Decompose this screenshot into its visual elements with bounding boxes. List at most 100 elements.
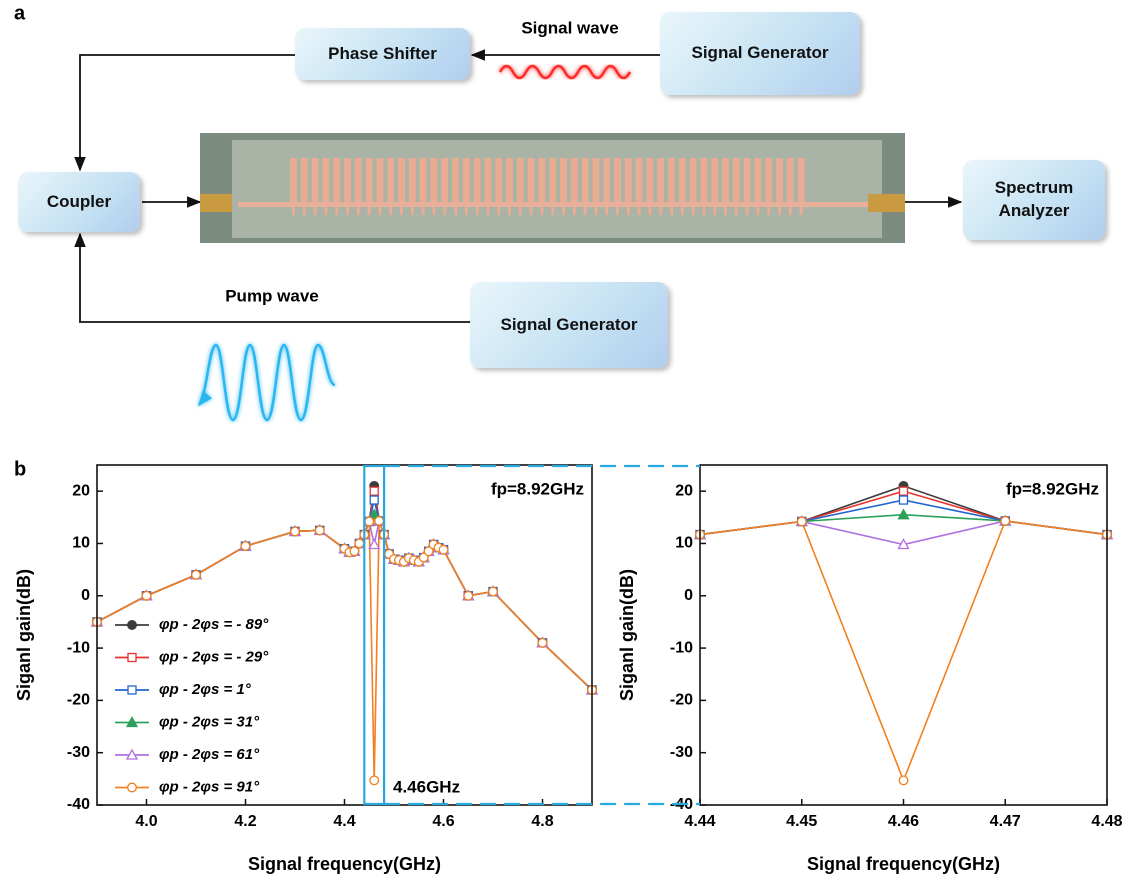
pcb-stub	[614, 158, 621, 202]
marker	[314, 525, 325, 536]
pcb-stub	[378, 207, 382, 215]
pcb-stub	[354, 158, 362, 202]
pcb-stub	[551, 207, 555, 215]
legend-label: φp - 2φs = - 29°	[159, 648, 269, 665]
pcb-stub	[313, 207, 317, 215]
pcb-stub	[603, 158, 611, 202]
pcb-stub	[799, 207, 803, 215]
pcb-stub	[637, 207, 641, 215]
legend-label: φp - 2φs = 31°	[159, 713, 260, 730]
y-tick-label: -20	[670, 692, 693, 709]
pcb-stub	[702, 207, 706, 215]
pcb-stub	[441, 158, 449, 202]
marker	[423, 546, 434, 557]
pcb-stub	[711, 158, 719, 202]
legend-label: φp - 2φs = 61°	[159, 746, 260, 763]
pcb-stub	[290, 158, 297, 202]
marker	[374, 516, 385, 526]
pcb-stub	[432, 207, 436, 215]
pcb-stub	[529, 207, 533, 215]
pcb-stub	[689, 158, 697, 202]
pcb-stub	[678, 158, 686, 202]
device-photo	[200, 133, 905, 243]
x-tick-label: 4.47	[990, 813, 1021, 830]
pcb-stub	[797, 158, 805, 202]
pcb-stub	[311, 158, 319, 202]
y-tick-label: -30	[670, 744, 693, 761]
legend-label: φp - 2φs = 91°	[159, 778, 260, 795]
x-tick-label: 4.4	[333, 813, 355, 830]
pcb-stub	[756, 207, 760, 215]
pcb-stub	[452, 158, 459, 202]
pcb-stub	[495, 158, 503, 202]
marker	[898, 775, 909, 786]
pcb-stub	[722, 158, 729, 202]
pcb-stub	[616, 207, 619, 215]
plot-frame	[699, 464, 1108, 806]
pcb-stub	[680, 207, 684, 215]
marker	[191, 569, 201, 580]
pcb-stub	[767, 207, 771, 215]
marker	[418, 552, 429, 563]
panel-label: b	[14, 458, 26, 480]
pcb-stub	[691, 207, 695, 215]
marker	[240, 541, 251, 552]
pcb-stub	[518, 207, 522, 215]
pcb-stub	[734, 207, 738, 215]
x-tick-label: 4.48	[1091, 813, 1122, 830]
pcb-stub	[572, 207, 576, 215]
legend-label: φp - 2φs = - 89°	[159, 616, 269, 633]
marker	[897, 538, 910, 550]
pcb-stub	[745, 207, 749, 215]
pcb-stub	[464, 207, 468, 215]
pcb-stub	[788, 207, 792, 215]
pcb-stub	[648, 207, 652, 215]
y-tick-label: 10	[675, 535, 693, 552]
x-tick-label: 4.0	[135, 813, 157, 830]
marker	[364, 516, 375, 527]
x-tick-label: 4.6	[432, 813, 454, 830]
y-tick-label: -20	[67, 692, 90, 709]
pump-wave	[197, 343, 336, 422]
pcb-stub	[583, 207, 587, 215]
pcb-stub	[646, 158, 654, 202]
pcb-stub	[713, 207, 717, 215]
pcb-stub	[670, 207, 673, 215]
pcb-stub	[344, 158, 351, 202]
pcb-stub	[408, 158, 416, 202]
pcb-stub	[562, 207, 565, 215]
y-tick-label: 10	[72, 535, 90, 552]
x-tick-label: 4.46	[888, 813, 919, 830]
wave-label: Signal wave	[521, 18, 618, 37]
y-axis-title: Siganl gain(dB)	[14, 569, 34, 701]
connector	[868, 194, 905, 212]
pcb-stub	[387, 158, 395, 202]
node-box: Coupler	[18, 172, 140, 232]
marker	[368, 538, 381, 550]
pcb-stub	[356, 207, 360, 215]
pcb-stub	[333, 158, 341, 202]
pcb-stub	[475, 207, 479, 215]
node-box: Spectrum Analyzer	[963, 160, 1105, 240]
marker	[1000, 516, 1011, 526]
pcb-stub	[786, 158, 794, 202]
legend-label: φp - 2φs = 1°	[159, 681, 252, 698]
x-tick-label: 4.2	[234, 813, 256, 830]
pcb-stub	[765, 158, 773, 202]
pcb-stub	[365, 158, 373, 202]
pcb-stub	[657, 158, 665, 202]
y-axis-title: Siganl gain(dB)	[617, 569, 637, 701]
y-tick-label: 0	[684, 587, 693, 604]
pcb-stub	[560, 158, 567, 202]
pcb-stub	[549, 158, 557, 202]
marker	[898, 495, 909, 505]
marker	[354, 538, 365, 549]
marker	[463, 590, 474, 601]
connector	[200, 194, 232, 212]
pcb-stub	[527, 158, 535, 202]
x-tick-label: 4.45	[786, 813, 817, 830]
y-tick-label: 20	[675, 482, 693, 499]
pcb-stub	[398, 158, 405, 202]
wave-label: Pump wave	[225, 286, 319, 305]
